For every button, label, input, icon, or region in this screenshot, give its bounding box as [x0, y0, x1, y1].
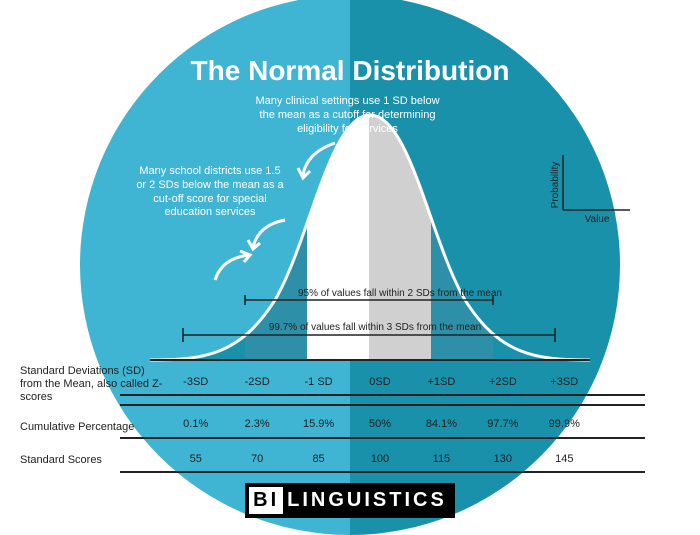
logo-rest: LINGUISTICS — [287, 489, 447, 511]
row-cum-values: 0.1%2.3%15.9%50%84.1%97.7%99.9% — [165, 418, 595, 430]
row-sd-values: -3SD-2SD-1 SD0SD+1SD+2SD+3SD — [165, 376, 595, 388]
row-label-cum: Cumulative Percentage — [20, 421, 165, 434]
label-2sd-range: 95% of values fall within 2 SDs from the… — [250, 288, 550, 299]
divider-2 — [120, 404, 645, 406]
divider-3 — [120, 437, 645, 439]
mini-axes-icon: Probability Value — [545, 150, 635, 225]
main-title: The Normal Distribution — [0, 55, 700, 87]
row-label-sd: Standard Deviations (SD) from the Mean, … — [20, 365, 165, 405]
row-label-ss: Standard Scores — [20, 454, 165, 467]
svg-text:Probability: Probability — [550, 162, 561, 209]
divider-4 — [120, 471, 645, 473]
arrow-two-sd-a — [247, 215, 292, 255]
divider-1 — [120, 394, 645, 396]
arrow-one-sd — [295, 138, 345, 183]
note-one-sd: Many clinical settings use 1 SD below th… — [250, 95, 445, 136]
logo: BILINGUISTICS — [0, 483, 700, 518]
logo-bi: BI — [249, 487, 283, 514]
arrow-two-sd-b — [210, 250, 255, 290]
label-3sd-range: 99.7% of values fall within 3 SDs from t… — [200, 322, 550, 333]
row-ss-values: 557085100115130145 — [165, 453, 595, 465]
svg-text:Value: Value — [585, 214, 610, 225]
note-two-sd: Many school districts use 1.5 or 2 SDs b… — [135, 165, 285, 220]
